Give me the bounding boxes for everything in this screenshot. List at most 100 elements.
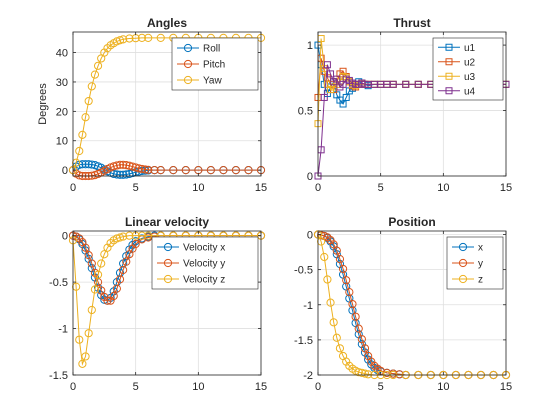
y-tick-label: 20	[56, 106, 68, 118]
data-point	[354, 324, 363, 333]
x-tick-label: 15	[255, 182, 267, 194]
x-tick-label: 15	[500, 381, 512, 393]
data-point	[137, 231, 147, 240]
y-tick-label: -1.5	[49, 370, 68, 382]
data-point	[156, 166, 165, 175]
data-point	[93, 270, 103, 279]
data-point	[150, 166, 159, 175]
data-point	[87, 305, 96, 315]
data-point	[219, 166, 228, 175]
legend-label: u2	[464, 57, 476, 68]
data-point	[134, 164, 143, 173]
data-point	[169, 166, 178, 175]
data-point	[357, 368, 366, 377]
data-point	[109, 291, 118, 301]
data-point	[339, 100, 347, 108]
legend-label: u3	[464, 72, 476, 83]
chart-title: Angles	[147, 16, 187, 30]
legend-marker	[183, 75, 193, 85]
chart-title: Position	[388, 215, 435, 229]
data-point	[119, 170, 128, 179]
x-tick-label: 15	[500, 182, 512, 194]
subplot-1: 0 5 10 15 0 10 20 30 40 Angles Degrees Roll Pitch Yaw	[37, 16, 267, 194]
y-tick-label: 1	[307, 40, 313, 52]
data-point	[115, 170, 125, 179]
data-point	[342, 276, 351, 285]
data-point	[81, 160, 90, 169]
data-point	[323, 61, 331, 69]
data-point	[329, 240, 338, 249]
y-tick-label: -0.5	[49, 277, 68, 289]
axes-box	[317, 31, 507, 177]
legend-marker	[445, 87, 453, 95]
data-point	[112, 170, 121, 179]
y-tick-label: -2	[303, 370, 313, 382]
data-point	[327, 70, 335, 78]
y-axis-label: Degrees	[37, 83, 49, 125]
data-point	[338, 264, 348, 274]
legend-marker	[163, 242, 173, 252]
data-point	[348, 299, 357, 309]
data-point	[75, 335, 84, 344]
data-point	[320, 93, 328, 101]
data-point	[115, 275, 125, 284]
data-point	[125, 231, 134, 240]
data-point	[115, 233, 125, 242]
data-point	[128, 162, 137, 171]
data-point	[354, 368, 363, 377]
legend-label: y	[478, 259, 483, 270]
subplot-4: 0 5 10 15 -2 -1.5 -1 -0.5 0 Position xyz	[294, 215, 512, 393]
y-tick-label: 10	[56, 136, 68, 148]
y-tick-label: 0	[62, 165, 68, 177]
legend: Velocity x Velocity y Velocity z	[151, 236, 259, 290]
data-point	[87, 82, 96, 91]
data-point	[122, 161, 131, 170]
data-point	[75, 146, 84, 156]
data-point	[119, 232, 128, 241]
subplot-3: 0 5 10 15 -1.5 -1 -0.5 0 Linear velocity Velocity…	[49, 215, 267, 393]
legend-label: Velocity x	[183, 243, 225, 254]
data-point	[115, 36, 125, 45]
data-point	[122, 170, 131, 179]
data-point	[122, 257, 131, 266]
data-point	[333, 75, 341, 83]
data-point	[84, 96, 93, 106]
data-point	[244, 166, 253, 175]
data-point	[342, 93, 350, 101]
data-point	[326, 298, 335, 307]
data-point	[156, 33, 165, 42]
data-point	[329, 318, 338, 327]
data-point	[97, 259, 106, 268]
x-tick-label: 0	[70, 381, 76, 393]
data-point	[131, 239, 140, 249]
data-point	[317, 237, 326, 246]
x-tick-label: 10	[192, 182, 204, 194]
data-point	[125, 161, 134, 170]
data-point	[131, 163, 140, 172]
axes-box	[72, 230, 262, 376]
x-tick-label: 5	[378, 381, 384, 393]
data-point	[84, 251, 93, 260]
y-tick-label: -1	[303, 300, 313, 312]
axes-box	[72, 31, 262, 177]
data-point	[144, 165, 153, 174]
data-point	[72, 282, 81, 291]
data-point	[320, 252, 329, 262]
data-point	[332, 246, 341, 255]
y-tick-label: 0	[307, 230, 313, 242]
data-point	[364, 370, 373, 379]
legend-label: Roll	[203, 44, 220, 55]
data-point	[78, 130, 87, 139]
data-point	[97, 286, 106, 295]
data-point	[84, 160, 93, 169]
y-tick-label: -0.5	[294, 265, 313, 277]
data-point	[78, 359, 87, 368]
y-tick-label: 0	[307, 171, 313, 183]
data-point	[144, 33, 153, 42]
legend-label: z	[478, 275, 483, 286]
legend-label: Velocity y	[183, 259, 225, 270]
data-point	[125, 169, 134, 179]
legend: xyz	[446, 236, 504, 290]
data-point	[144, 231, 153, 240]
data-point	[345, 288, 354, 297]
